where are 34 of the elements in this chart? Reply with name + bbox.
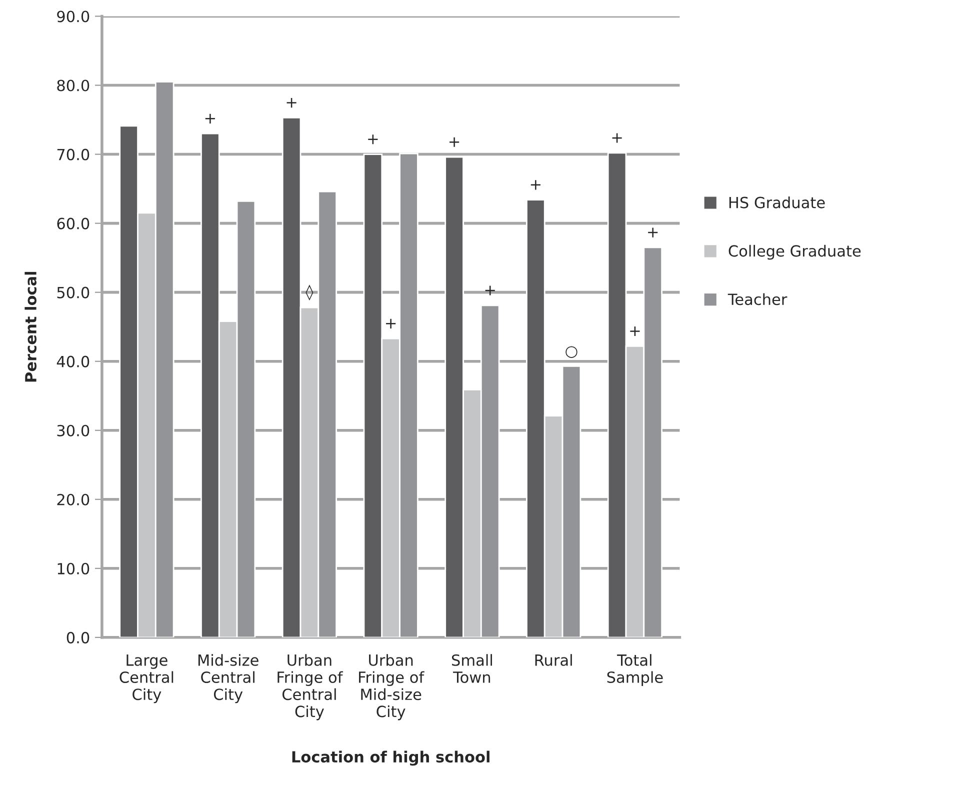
- x-tick-label: Urban Fringe of Mid-size City: [359, 654, 424, 720]
- x-tick-label: Small Town: [452, 654, 492, 684]
- y-tick-label: 40.0: [56, 356, 90, 368]
- y-tick-label: 80.0: [57, 80, 90, 92]
- y-tick-label: 90.0: [57, 10, 90, 22]
- y-tick-label: 10.0: [58, 562, 90, 574]
- y-tick-label: 0.0: [66, 632, 90, 644]
- x-tick-label: Mid-size Central City: [198, 654, 258, 704]
- legend-label: Teacher: [728, 293, 788, 306]
- y-tick-label: 20.0: [57, 494, 90, 506]
- y-tick-label: 50.0: [57, 286, 90, 298]
- data-label: +: [612, 133, 622, 143]
- x-axis-title: Location of high school: [292, 750, 490, 766]
- y-tick-label: 70.0: [57, 148, 90, 160]
- x-tick-label: Total Sample: [607, 654, 663, 686]
- legend-label: HS Graduate: [729, 196, 825, 208]
- data-label: ◊: [306, 284, 314, 301]
- x-tick-label: Large Central City: [120, 654, 174, 704]
- y-tick-label: 30.0: [57, 424, 90, 436]
- data-label: +: [450, 137, 460, 147]
- data-label: +: [530, 180, 540, 190]
- data-label: +: [648, 228, 658, 238]
- y-axis-title: Percent local: [24, 272, 37, 382]
- legend-label: College Graduate: [728, 244, 861, 260]
- data-label: +: [368, 134, 378, 144]
- y-tick-label: 60.0: [57, 218, 90, 230]
- data-label: +: [386, 318, 396, 328]
- data-label: +: [286, 98, 296, 108]
- data-label: +: [205, 114, 215, 124]
- data-label: +: [485, 286, 495, 296]
- x-tick-label: Urban Fringe of Central City: [278, 654, 344, 720]
- data-label: ○: [566, 346, 578, 358]
- data-label: +: [630, 326, 640, 336]
- x-tick-label: Rural: [535, 654, 572, 666]
